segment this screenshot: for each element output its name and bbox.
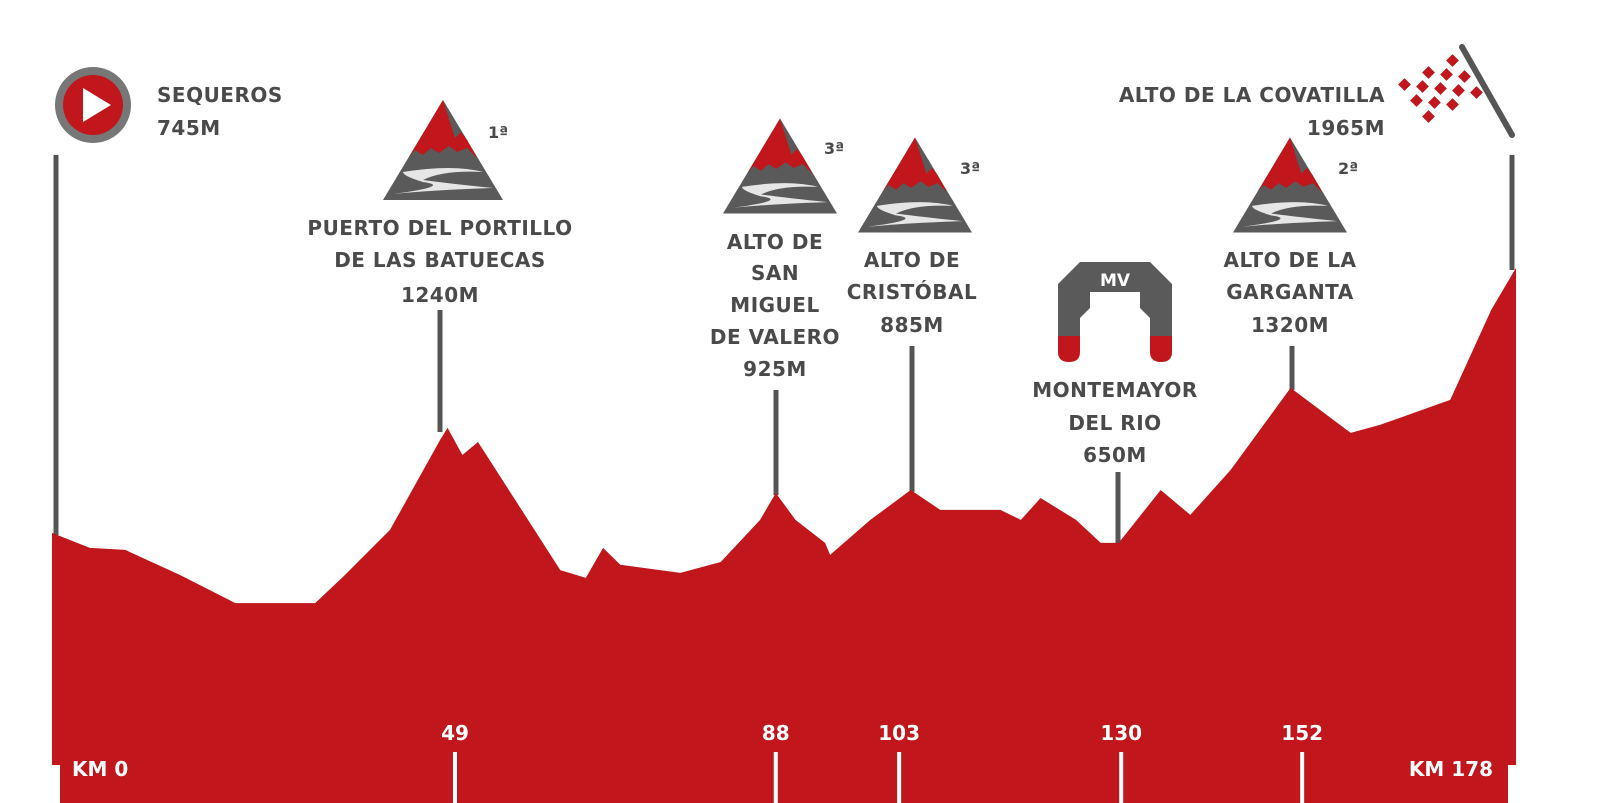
- category-badge: 3ª: [824, 139, 844, 158]
- flag-check: [1458, 70, 1471, 83]
- san-miguel-name-line-3: MIGUEL: [730, 293, 819, 317]
- km-strip: [60, 740, 1508, 803]
- flag-check: [1434, 82, 1447, 95]
- puerto-name-line-2: DE LAS BATUECAS: [334, 248, 546, 272]
- puerto-altitude: 1240M: [401, 283, 479, 307]
- flag-check: [1422, 66, 1435, 79]
- km-tick-label: 103: [878, 721, 920, 745]
- san-miguel-name-line-1: ALTO DE: [727, 230, 823, 254]
- sprint-arch-icon: MV: [1058, 262, 1172, 362]
- san-miguel-marker: 3ª ALTO DE SAN MIGUEL DE VALERO 925M: [710, 118, 844, 381]
- start-name: SEQUEROS: [157, 83, 283, 107]
- flag-check: [1446, 54, 1459, 67]
- cristobal-marker: 3ª ALTO DE CRISTÓBAL 885M: [847, 137, 980, 337]
- cristobal-name-line-1: ALTO DE: [864, 248, 960, 272]
- finish-marker: ALTO DE LA COVATILLA 1965M: [1119, 44, 1515, 140]
- play-start-icon: [55, 67, 131, 143]
- flag-check: [1398, 78, 1411, 91]
- mountain-icon: [723, 118, 837, 214]
- flag-check: [1410, 94, 1423, 107]
- finish-altitude: 1965M: [1307, 116, 1385, 140]
- montemayor-altitude: 650M: [1083, 443, 1147, 467]
- cristobal-altitude: 885M: [880, 313, 944, 337]
- puerto-name-line-1: PUERTO DEL PORTILLO: [307, 216, 572, 240]
- checkered-flag-icon: [1398, 44, 1515, 138]
- marker-lines: [53, 155, 1515, 545]
- puerto-marker: 1ª PUERTO DEL PORTILLO DE LAS BATUECAS 1…: [307, 100, 572, 307]
- km-tick-label: KM 178: [1409, 757, 1493, 781]
- sprint-badge: MV: [1100, 271, 1131, 291]
- category-badge: 2ª: [1338, 159, 1358, 178]
- category-badge: 3ª: [960, 159, 980, 178]
- flag-check: [1440, 68, 1453, 81]
- mountain-icon: [1232, 137, 1347, 233]
- san-miguel-name-line-2: SAN: [751, 261, 799, 285]
- flag-check: [1428, 96, 1441, 109]
- km-ticks: KM 0 49 88 103 130 152 KM 178: [72, 721, 1493, 803]
- flag-check: [1452, 84, 1465, 97]
- montemayor-name-line-2: DEL RIO: [1068, 411, 1161, 435]
- mountain-icon: [858, 137, 972, 233]
- garganta-altitude: 1320M: [1251, 313, 1329, 337]
- san-miguel-altitude: 925M: [743, 357, 807, 381]
- flag-check: [1470, 86, 1483, 99]
- start-marker: SEQUEROS 745M: [55, 67, 283, 143]
- finish-name: ALTO DE LA COVATILLA: [1119, 83, 1385, 107]
- garganta-marker: 2ª ALTO DE LA GARGANTA 1320M: [1224, 137, 1358, 337]
- montemayor-marker: MV MONTEMAYOR DEL RIO 650M: [1032, 262, 1198, 467]
- km-tick-label: 49: [441, 721, 469, 745]
- km-tick-label: 88: [762, 721, 790, 745]
- cristobal-name-line-2: CRISTÓBAL: [847, 280, 978, 304]
- category-badge: 1ª: [488, 123, 508, 142]
- km-tick-label: 152: [1281, 721, 1323, 745]
- mountain-icon: [383, 100, 503, 200]
- flag-check: [1422, 110, 1435, 123]
- km-tick-label: 130: [1100, 721, 1142, 745]
- garganta-name-line-2: GARGANTA: [1226, 280, 1354, 304]
- start-altitude: 745M: [157, 116, 221, 140]
- flag-check: [1416, 80, 1429, 93]
- montemayor-name-line-1: MONTEMAYOR: [1032, 378, 1198, 402]
- garganta-name-line-1: ALTO DE LA: [1224, 248, 1357, 272]
- elevation-profile-area: [52, 267, 1516, 765]
- flag-check: [1446, 98, 1459, 111]
- km-tick-label: KM 0: [72, 757, 128, 781]
- san-miguel-name-line-4: DE VALERO: [710, 325, 840, 349]
